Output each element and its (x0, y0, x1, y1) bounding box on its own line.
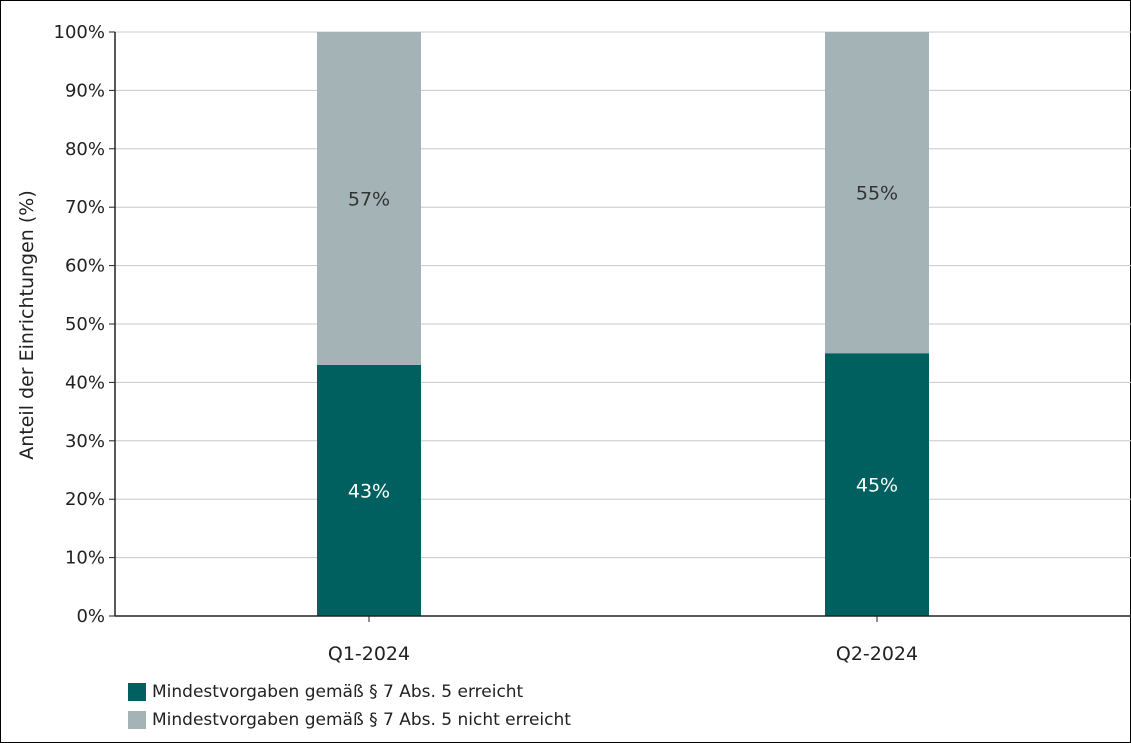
legend-swatch-erreicht (128, 683, 146, 701)
y-tick-label: 0% (76, 606, 105, 627)
legend-label-nicht-erreicht: Mindestvorgaben gemäß § 7 Abs. 5 nicht e… (152, 710, 571, 730)
data-label: 55% (856, 183, 898, 205)
bar-erreicht (317, 364, 421, 616)
legend-item-nicht-erreicht: Mindestvorgaben gemäß § 7 Abs. 5 nicht e… (128, 706, 571, 734)
y-tick-label: 100% (54, 22, 105, 43)
legend-swatch-nicht-erreicht (128, 711, 146, 729)
data-label: 57% (348, 188, 390, 210)
legend-label-erreicht: Mindestvorgaben gemäß § 7 Abs. 5 erreich… (152, 682, 524, 702)
y-tick-label: 30% (65, 431, 105, 452)
data-label: 43% (348, 480, 390, 502)
bar-nicht-erreicht (317, 32, 421, 365)
legend: Mindestvorgaben gemäß § 7 Abs. 5 erreich… (128, 678, 571, 734)
x-tick-label: Q2-2024 (836, 643, 918, 665)
legend-item-erreicht: Mindestvorgaben gemäß § 7 Abs. 5 erreich… (128, 678, 571, 706)
data-label: 45% (856, 475, 898, 497)
y-tick-label: 40% (65, 372, 105, 393)
y-tick-label: 70% (65, 197, 105, 218)
y-tick-label: 50% (65, 314, 105, 335)
x-tick-label: Q1-2024 (328, 643, 410, 665)
axes (109, 31, 1131, 622)
gridlines (115, 31, 1131, 559)
bar-nicht-erreicht (825, 32, 929, 354)
bar-erreicht (825, 353, 929, 616)
y-tick-label: 20% (65, 489, 105, 510)
y-tick-label: 10% (65, 548, 105, 569)
y-tick-label: 90% (65, 80, 105, 101)
tick-labels: 0% 10% 20% 30% 40% 50% 60% 70% 80% 90% 100% Q1-2024… (54, 22, 919, 665)
bars (317, 32, 929, 616)
y-tick-label: 80% (65, 139, 105, 160)
data-labels: 43% 57% 45% 55% (348, 183, 898, 503)
y-tick-label: 60% (65, 256, 105, 277)
y-axis-label: Anteil der Einrichtungen (%) (16, 190, 38, 460)
